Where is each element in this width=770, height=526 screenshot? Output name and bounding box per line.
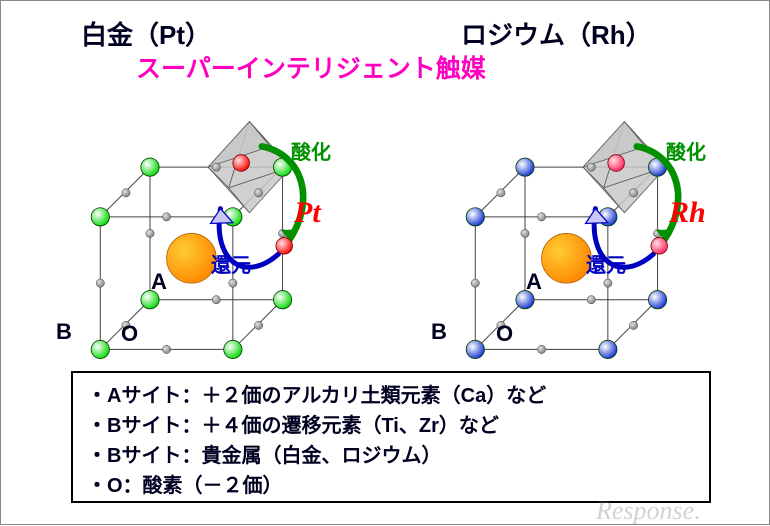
watermark: Response. <box>596 496 701 526</box>
label-B-left: B <box>56 319 72 345</box>
label-O-right: O <box>496 321 513 347</box>
figure-container: 白金（Pt） ロジウム（Rh） スーパーインテリジェント触媒 Pt Rh 酸化 … <box>0 0 770 525</box>
legend-line-a: ・Aサイト：＋２価のアルカリ土類元素（Ca）など <box>87 381 695 411</box>
legend-line-b1: ・Bサイト：＋４価の遷移元素（Ti、Zr）など <box>87 411 695 441</box>
legend-line-b2: ・Bサイト：貴金属（白金、ロジウム） <box>87 441 695 471</box>
label-A-left: A <box>151 269 167 295</box>
label-oxidation-left: 酸化 <box>291 136 331 165</box>
label-O-left: O <box>121 321 138 347</box>
label-A-right: A <box>526 269 542 295</box>
label-pt: Pt <box>294 196 321 230</box>
label-reduction-left: 還元 <box>211 249 251 278</box>
title-rhodium: ロジウム（Rh） <box>461 15 652 52</box>
label-oxidation-right: 酸化 <box>666 136 706 165</box>
label-B-right: B <box>431 319 447 345</box>
title-platinum: 白金（Pt） <box>81 15 211 52</box>
label-rh: Rh <box>669 196 706 230</box>
label-reduction-right: 還元 <box>586 249 626 278</box>
legend-box: ・Aサイト：＋２価のアルカリ土類元素（Ca）など ・Bサイト：＋４価の遷移元素（… <box>71 371 711 503</box>
